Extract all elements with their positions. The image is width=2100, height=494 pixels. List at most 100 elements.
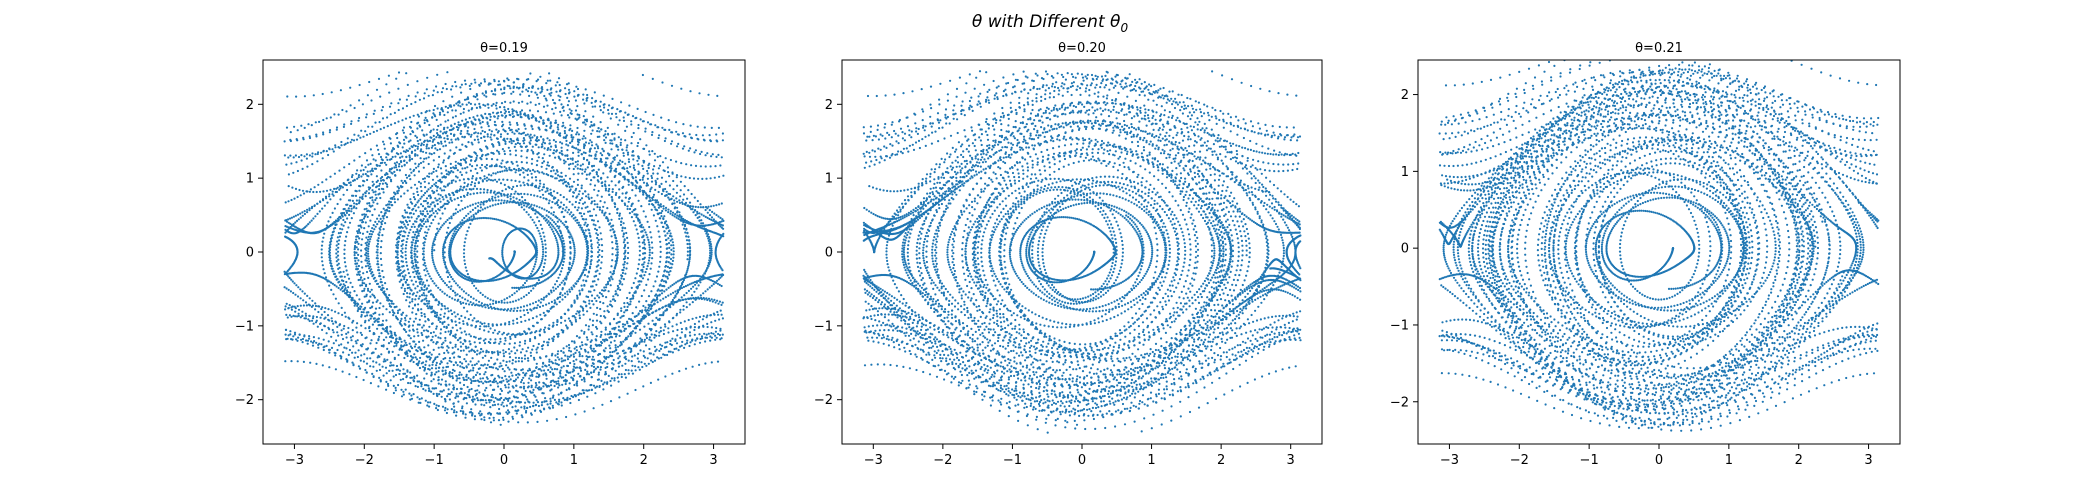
scatter-point bbox=[632, 131, 635, 135]
scatter-point bbox=[413, 267, 416, 270]
scatter-point bbox=[600, 238, 603, 241]
scatter-point bbox=[559, 110, 562, 113]
scatter-point bbox=[343, 166, 346, 169]
scatter-point bbox=[591, 219, 594, 222]
scatter-point bbox=[667, 211, 670, 214]
scatter-point bbox=[701, 177, 704, 180]
scatter-point bbox=[503, 87, 506, 91]
scatter-point bbox=[513, 307, 516, 310]
scatter-point bbox=[485, 179, 488, 182]
scatter-point bbox=[469, 135, 472, 138]
scatter-point bbox=[542, 280, 545, 283]
scatter-point bbox=[682, 193, 686, 196]
scatter-point bbox=[425, 225, 428, 228]
scatter-point bbox=[594, 270, 597, 273]
scatter-point bbox=[556, 230, 559, 233]
scatter-point bbox=[390, 102, 393, 105]
scatter-point bbox=[533, 194, 536, 197]
scatter-point bbox=[630, 360, 633, 363]
scatter-point bbox=[487, 106, 490, 109]
scatter-point bbox=[583, 274, 587, 277]
scatter-point bbox=[564, 220, 567, 223]
scatter-point bbox=[349, 141, 352, 144]
scatter-point bbox=[477, 132, 480, 135]
scatter-point bbox=[537, 146, 540, 149]
scatter-point bbox=[462, 320, 465, 323]
scatter-point bbox=[404, 211, 407, 214]
scatter-point bbox=[519, 201, 522, 204]
scatter-point bbox=[526, 304, 529, 307]
scatter-point bbox=[708, 214, 712, 217]
scatter-point bbox=[380, 169, 383, 172]
scatter-point bbox=[670, 266, 673, 269]
scatter-point bbox=[557, 251, 560, 254]
scatter-point bbox=[560, 366, 563, 369]
scatter-point bbox=[385, 288, 389, 291]
scatter-point bbox=[675, 174, 679, 177]
scatter-point bbox=[357, 134, 360, 137]
scatter-point bbox=[507, 146, 510, 149]
scatter-point bbox=[549, 122, 552, 125]
scatter-point bbox=[514, 154, 518, 157]
scatter-point bbox=[653, 206, 656, 209]
scatter-point bbox=[410, 249, 413, 252]
scatter-point bbox=[437, 222, 440, 225]
scatter-point bbox=[557, 249, 560, 252]
scatter-point bbox=[529, 72, 532, 75]
scatter-point bbox=[509, 337, 512, 340]
scatter-point bbox=[586, 166, 589, 169]
scatter-point bbox=[362, 173, 365, 176]
scatter-point bbox=[405, 161, 408, 164]
scatter-point bbox=[423, 214, 426, 218]
scatter-point bbox=[375, 129, 379, 132]
scatter-point bbox=[556, 170, 559, 173]
scatter-point bbox=[556, 131, 559, 134]
scatter-point bbox=[555, 418, 558, 421]
scatter-point bbox=[620, 138, 623, 141]
scatter-point bbox=[497, 385, 500, 388]
scatter-point bbox=[600, 255, 604, 258]
scatter-point bbox=[500, 219, 503, 222]
scatter-point bbox=[573, 247, 576, 250]
scatter-point bbox=[476, 172, 479, 175]
scatter-point bbox=[423, 157, 426, 160]
scatter-point bbox=[634, 331, 637, 334]
scatter-point bbox=[497, 80, 500, 83]
scatter-point bbox=[669, 239, 672, 242]
scatter-point bbox=[420, 195, 423, 198]
scatter-point bbox=[686, 269, 689, 272]
scatter-point bbox=[377, 148, 380, 151]
scatter-point bbox=[534, 403, 538, 406]
scatter-point bbox=[558, 283, 562, 286]
scatter-point bbox=[693, 343, 696, 346]
scatter-point bbox=[642, 385, 645, 388]
scatter-point bbox=[557, 123, 560, 126]
scatter-point bbox=[440, 189, 443, 192]
scatter-point bbox=[657, 190, 660, 194]
scatter-point bbox=[456, 197, 459, 200]
scatter-point bbox=[626, 305, 629, 308]
scatter-point bbox=[428, 300, 431, 303]
scatter-point bbox=[432, 240, 435, 243]
scatter-point bbox=[359, 307, 362, 311]
scatter-point bbox=[325, 117, 328, 120]
scatter-point bbox=[419, 275, 422, 278]
scatter-point bbox=[399, 152, 402, 155]
scatter-point bbox=[561, 383, 564, 386]
scatter-point bbox=[328, 248, 331, 252]
scatter-point bbox=[488, 417, 491, 420]
scatter-point bbox=[405, 155, 408, 158]
scatter-point bbox=[540, 318, 543, 321]
scatter-point bbox=[612, 363, 615, 366]
scatter-point bbox=[647, 295, 651, 298]
scatter-point bbox=[538, 305, 542, 308]
scatter-point bbox=[485, 367, 488, 370]
scatter-point bbox=[435, 85, 438, 88]
scatter-point bbox=[644, 110, 647, 114]
scatter-point bbox=[437, 336, 440, 339]
scatter-point bbox=[480, 169, 483, 172]
scatter-point bbox=[418, 398, 421, 401]
scatter-point bbox=[558, 300, 561, 303]
scatter-point bbox=[690, 287, 693, 290]
scatter-point bbox=[586, 395, 589, 398]
